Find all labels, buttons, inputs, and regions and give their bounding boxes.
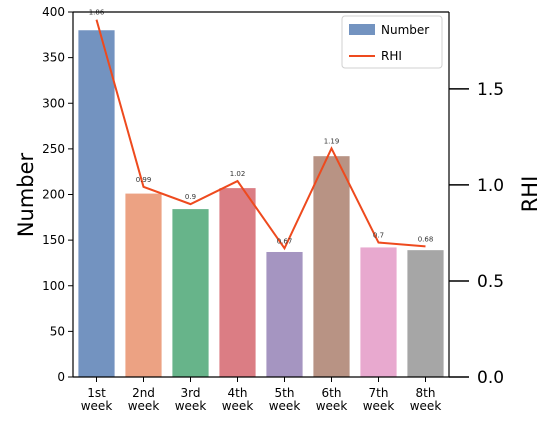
- bar: [125, 193, 162, 377]
- bar: [360, 247, 397, 377]
- y-tick-label: 300: [42, 96, 65, 110]
- bar: [407, 250, 444, 377]
- legend-label-rhi: RHI: [381, 49, 402, 63]
- y-tick-label: 250: [42, 142, 65, 156]
- y2-tick-label: 0.0: [477, 368, 504, 388]
- legend-label-number: Number: [381, 23, 429, 37]
- x-tick-label: 7th week: [363, 386, 395, 413]
- bar: [78, 30, 115, 377]
- y-tick-label: 50: [50, 324, 65, 338]
- x-tick-label: 6th week: [316, 386, 348, 413]
- y-tick-label: 400: [42, 5, 65, 19]
- rhi-data-label: 0.99: [136, 176, 152, 184]
- x-tick-label: 8th week: [410, 386, 442, 413]
- y2-tick-label: 1.5: [477, 80, 504, 100]
- rhi-data-label: 1.19: [324, 137, 340, 145]
- bar: [172, 209, 209, 377]
- rhi-line: [95, 19, 426, 251]
- bar: [266, 251, 303, 377]
- x-axis-ticks: 1st week 2nd week 3rd week 4th week 5th week 6th we…: [81, 377, 442, 413]
- x-tick-label: 1st week: [81, 386, 113, 413]
- rhi-data-label: 0.7: [373, 232, 384, 240]
- y-tick-label: 200: [42, 188, 65, 202]
- bar: [313, 156, 350, 377]
- x-tick-label: 5th week: [269, 386, 301, 413]
- rhi-data-label: 0.9: [185, 193, 196, 201]
- y2-tick-label: 1.0: [477, 176, 504, 196]
- y2-axis-title: RHI: [518, 176, 542, 213]
- y2-tick-label: 0.5: [477, 272, 504, 292]
- x-tick-label: 3rd week: [175, 386, 207, 413]
- legend-swatch-number: [349, 24, 375, 35]
- bar: [219, 188, 256, 377]
- x-tick-label: 4th week: [222, 386, 254, 413]
- y2-axis-ticks: 0.0 0.5 1.0 1.5: [449, 80, 504, 388]
- data-labels: 1.86 0.99 0.9 1.02 0.67 1.19 0.7 0.68: [89, 9, 434, 246]
- bar-series: [78, 30, 444, 377]
- x-tick-label: 2nd week: [128, 386, 160, 413]
- y-tick-label: 150: [42, 233, 65, 247]
- y-tick-label: 0: [57, 370, 65, 384]
- legend: Number RHI: [341, 15, 443, 69]
- y-axis-title: Number: [14, 152, 38, 237]
- rhi-data-label: 0.67: [277, 237, 293, 245]
- rhi-data-label: 1.86: [89, 9, 105, 17]
- y-tick-label: 100: [42, 279, 65, 293]
- rhi-data-label: 1.02: [230, 170, 246, 178]
- y-axis-ticks: 0 50 100 150 200 250 300 350 400: [42, 5, 73, 384]
- rhi-data-label: 0.68: [418, 235, 434, 243]
- line-series: [95, 19, 426, 251]
- y-tick-label: 350: [42, 51, 65, 65]
